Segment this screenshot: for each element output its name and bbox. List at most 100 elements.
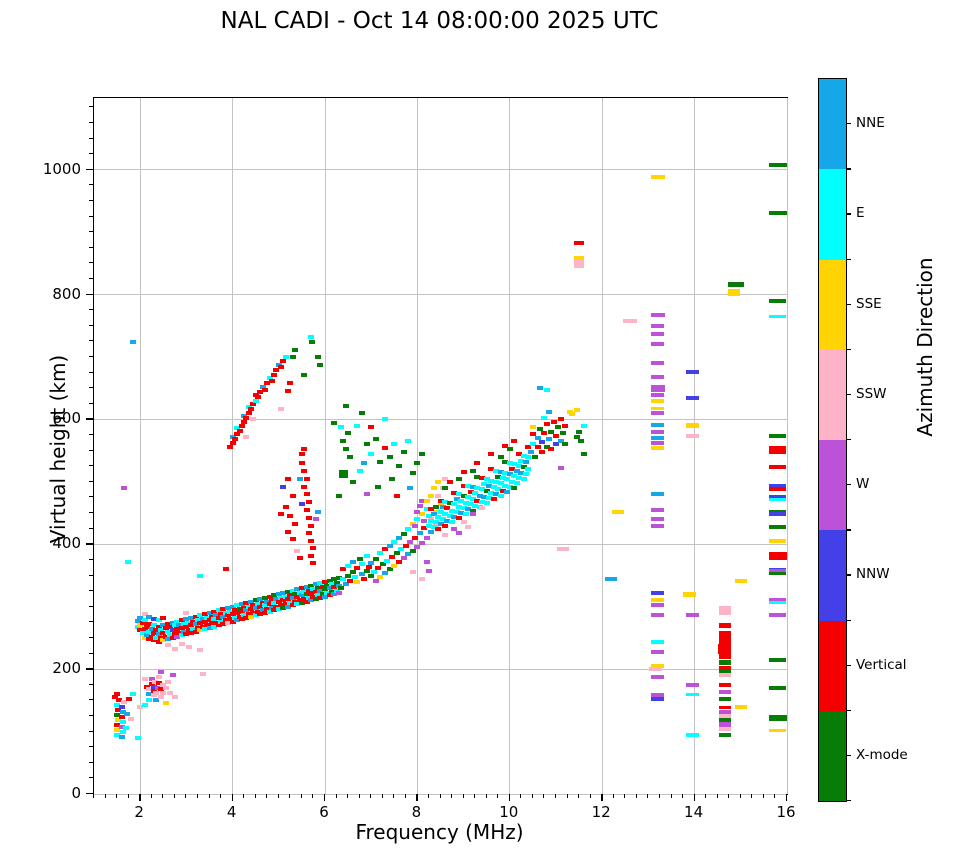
colorbar-tick-label: E (856, 205, 865, 222)
x-minor-tick (266, 794, 268, 798)
echo-point (287, 600, 294, 605)
x-minor-tick (670, 794, 672, 798)
echo-point (769, 314, 787, 318)
echo-point (335, 576, 342, 581)
echo-point (118, 704, 125, 709)
echo-point (368, 424, 375, 429)
echo-point (155, 624, 162, 629)
echo-point (488, 491, 495, 496)
colorbar-segment-nne (819, 79, 846, 170)
echo-point (278, 595, 285, 600)
echo-point (303, 592, 310, 597)
echo-point (146, 698, 153, 703)
echo-point (539, 439, 546, 444)
echo-point (119, 709, 126, 714)
echo-point (651, 597, 665, 602)
echo-point (768, 551, 787, 560)
echo-point (141, 612, 148, 617)
echo-point (245, 411, 252, 416)
x-minor-tick (173, 794, 175, 798)
echo-point (309, 340, 316, 345)
echo-point (340, 439, 347, 444)
echo-point (553, 433, 559, 438)
echo-point (718, 659, 731, 665)
echo-point (157, 694, 164, 699)
echo-point (160, 615, 167, 620)
echo-point (312, 517, 319, 522)
echo-point (509, 479, 516, 484)
echo-point (241, 413, 248, 418)
echo-point (298, 600, 305, 605)
echo-point (423, 498, 430, 503)
echo-point (278, 603, 285, 608)
y-tick-label: 800 (52, 284, 81, 303)
echo-point (167, 690, 174, 695)
echo-point (769, 572, 787, 576)
echo-point (435, 493, 442, 498)
colorbar-segment-ssw (819, 349, 846, 440)
echo-point (368, 561, 375, 566)
echo-point (566, 409, 573, 414)
echo-point (685, 434, 699, 439)
echo-point (114, 728, 121, 733)
x-minor-tick (682, 794, 684, 798)
echo-point (502, 483, 509, 488)
echo-point (326, 593, 333, 598)
colorbar-segment-nnw (819, 530, 846, 621)
colorbar-tick-label: NNW (856, 566, 890, 583)
echo-point (451, 491, 458, 496)
echo-point (301, 589, 308, 594)
echo-point (550, 419, 557, 424)
echo-point (513, 468, 520, 473)
echo-point (354, 566, 361, 571)
x-tick (601, 794, 603, 801)
echo-point (562, 442, 569, 447)
echo-point (516, 476, 523, 481)
echo-point (395, 464, 402, 469)
echo-point (506, 484, 513, 489)
y-minor-tick (89, 199, 93, 201)
echo-point (520, 453, 527, 458)
y-tick-label: 600 (52, 409, 81, 428)
echo-point (432, 504, 439, 509)
echo-point (328, 582, 335, 587)
echo-point (312, 597, 319, 602)
echo-point (301, 372, 308, 377)
echo-point (308, 538, 315, 543)
echo-point (146, 637, 153, 642)
echo-point (160, 682, 167, 687)
echo-point (472, 503, 479, 508)
echo-point (324, 583, 331, 588)
x-minor-tick (531, 794, 533, 798)
echo-point (278, 365, 285, 370)
echo-point (516, 452, 523, 457)
echo-point (451, 526, 458, 531)
echo-point (486, 496, 492, 501)
y-minor-tick (89, 215, 93, 217)
echo-point (651, 341, 665, 346)
echo-point (206, 625, 213, 630)
echo-point (220, 614, 227, 619)
echo-point (252, 605, 259, 610)
echo-point (651, 331, 665, 336)
echo-point (245, 612, 252, 617)
echo-point (123, 726, 130, 731)
y-minor-tick (89, 246, 93, 248)
echo-point (134, 619, 141, 624)
y-gridline (94, 418, 787, 420)
echo-point (435, 527, 442, 532)
echo-point (467, 502, 474, 507)
echo-point (255, 602, 261, 607)
chart-title: NAL CADI - Oct 14 08:00:00 2025 UTC (220, 8, 659, 34)
echo-point (296, 556, 303, 561)
echo-point (291, 592, 298, 597)
echo-point (301, 597, 308, 602)
echo-point (315, 509, 322, 514)
echo-point (294, 548, 301, 553)
echo-point (363, 442, 370, 447)
echo-point (285, 476, 292, 481)
echo-point (176, 630, 183, 635)
echo-point (146, 622, 153, 627)
x-tick (693, 794, 695, 801)
echo-point (449, 519, 456, 524)
